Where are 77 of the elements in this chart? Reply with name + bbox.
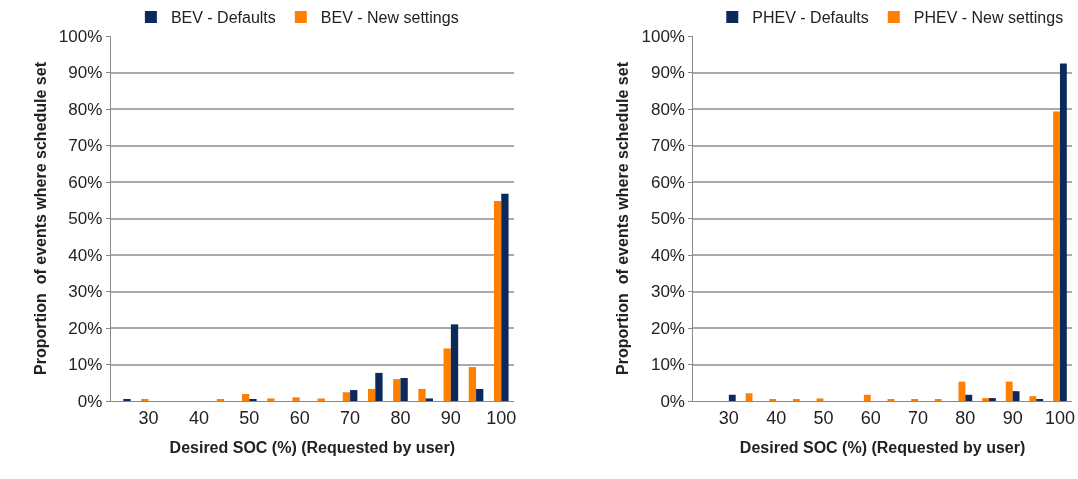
bar	[493, 200, 502, 401]
x-tick-label: 50	[813, 407, 834, 428]
y-tick-label: 60%	[650, 172, 685, 192]
y-tick-label: 50%	[68, 209, 103, 229]
y-tick-label: 80%	[650, 99, 685, 119]
bar	[317, 398, 325, 401]
y-tick-label: 0%	[660, 391, 685, 411]
bar	[1059, 63, 1067, 401]
x-tick-label: 90	[1002, 407, 1023, 428]
y-tick-label: 100%	[641, 26, 685, 46]
bar	[350, 390, 358, 401]
bar	[816, 398, 824, 401]
bar	[400, 378, 408, 401]
bar	[863, 394, 871, 401]
bar	[501, 193, 509, 401]
y-tick-label: 10%	[650, 355, 685, 375]
bar	[342, 392, 351, 401]
y-axis-title: Proportion of events where schedule set	[614, 61, 632, 375]
bar	[393, 379, 401, 401]
bar	[1005, 381, 1013, 401]
y-tick-label: 60%	[68, 172, 103, 192]
legend-label: PHEV - Defaults	[752, 9, 869, 27]
x-axis-title: Desired SOC (%) (Requested by user)	[169, 439, 455, 457]
y-tick-label: 70%	[650, 136, 685, 156]
bar	[292, 397, 300, 401]
x-tick-label: 40	[766, 407, 787, 428]
legend-label: BEV - New settings	[320, 9, 459, 27]
x-tick-label: 80	[955, 407, 976, 428]
x-tick-label: 100	[486, 407, 517, 428]
bar	[728, 394, 736, 401]
bar	[418, 388, 426, 401]
x-tick-label: 60	[860, 407, 881, 428]
y-tick-label: 0%	[77, 391, 103, 411]
x-tick-label: 40	[188, 407, 209, 428]
bar	[1012, 391, 1020, 401]
y-tick-label: 50%	[650, 209, 685, 229]
y-tick-label: 10%	[68, 355, 103, 375]
y-tick-label: 70%	[68, 136, 103, 156]
y-tick-label: 80%	[68, 99, 103, 119]
y-tick-label: 90%	[68, 63, 103, 83]
bar	[443, 348, 451, 401]
x-tick-label: 50	[239, 407, 260, 428]
x-tick-label: 100	[1044, 407, 1075, 428]
bar	[367, 388, 376, 401]
x-tick-label: 80	[390, 407, 411, 428]
x-axis-title: Desired SOC (%) (Requested by user)	[739, 439, 1026, 457]
x-tick-label: 30	[718, 407, 739, 428]
bar	[965, 394, 973, 401]
bar	[375, 372, 383, 401]
bar	[450, 324, 459, 401]
x-tick-label: 70	[340, 407, 361, 428]
y-tick-label: 20%	[68, 318, 103, 338]
bar	[468, 367, 477, 401]
legend-label: PHEV - New settings	[913, 9, 1064, 27]
bar	[1029, 396, 1037, 401]
legend-label: BEV - Defaults	[170, 9, 276, 27]
y-tick-label: 40%	[68, 245, 103, 265]
bar	[425, 398, 433, 401]
y-tick-label: 40%	[650, 245, 685, 265]
bar	[958, 381, 966, 401]
bar	[267, 398, 275, 401]
bar	[476, 388, 484, 401]
y-tick-label: 90%	[650, 63, 685, 83]
y-tick-label: 30%	[650, 282, 685, 302]
bar	[982, 398, 989, 401]
y-tick-label: 20%	[650, 318, 685, 338]
bar	[745, 393, 753, 401]
y-axis-title: Proportion of events where schedule set	[31, 61, 49, 375]
y-tick-label: 30%	[68, 282, 103, 302]
x-tick-label: 30	[138, 407, 159, 428]
bar	[989, 398, 996, 401]
y-tick-label: 100%	[58, 26, 103, 46]
bar	[241, 394, 250, 401]
x-tick-label: 60	[289, 407, 310, 428]
x-tick-label: 70	[908, 407, 929, 428]
bar	[1053, 111, 1060, 401]
x-tick-label: 90	[440, 407, 461, 428]
